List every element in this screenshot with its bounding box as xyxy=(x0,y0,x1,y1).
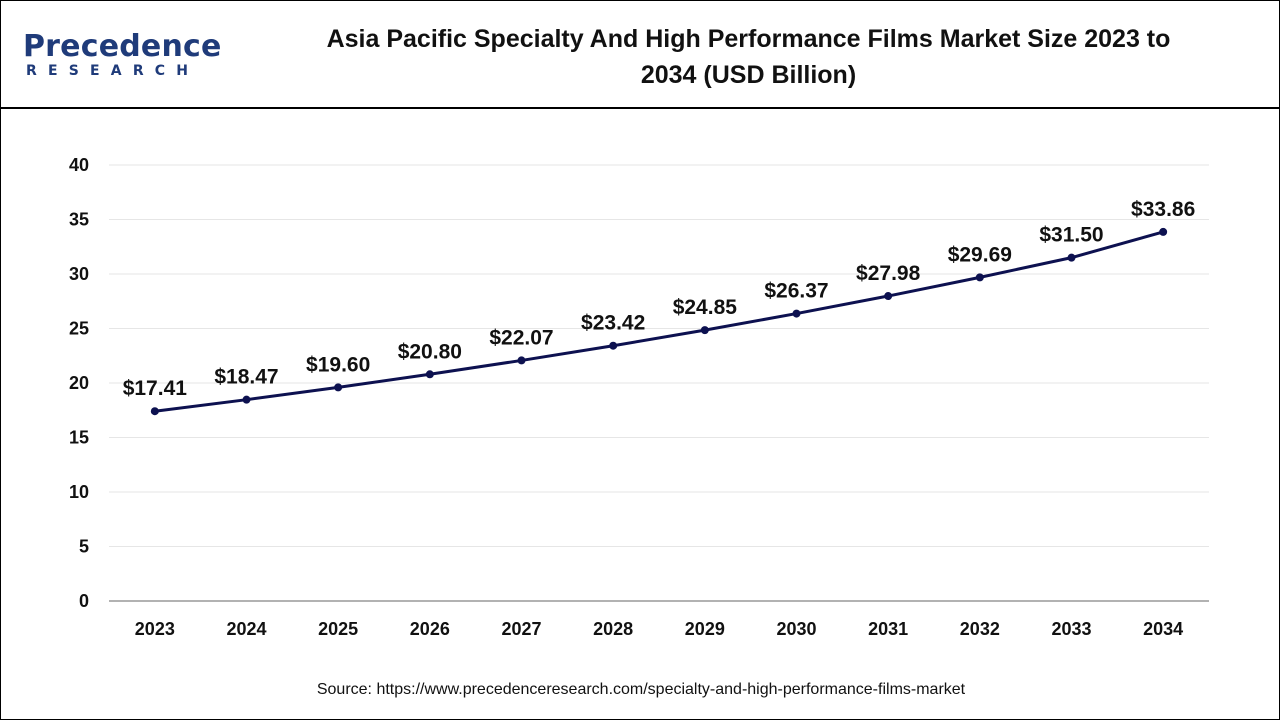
y-tick-label: 0 xyxy=(79,591,89,611)
chart-title: Asia Pacific Specialty And High Performa… xyxy=(326,25,1171,89)
data-label: $18.47 xyxy=(214,366,278,389)
data-point xyxy=(1067,253,1076,262)
header: Precedence RESEARCH Asia Pacific Special… xyxy=(1,1,1279,109)
data-label: $26.37 xyxy=(764,280,828,303)
x-tick-label: 2023 xyxy=(135,619,175,639)
data-label: $29.69 xyxy=(948,243,1012,266)
data-point xyxy=(884,292,893,301)
y-tick-label: 15 xyxy=(69,428,89,448)
data-point xyxy=(334,383,343,392)
data-label: $23.42 xyxy=(581,312,645,335)
x-tick-label: 2026 xyxy=(410,619,450,639)
data-point xyxy=(242,395,251,404)
y-tick-label: 10 xyxy=(69,482,89,502)
logo-sub: RESEARCH xyxy=(26,63,200,79)
x-tick-label: 2027 xyxy=(501,619,541,639)
y-tick-label: 25 xyxy=(69,319,89,339)
data-point xyxy=(1159,227,1168,236)
x-tick-label: 2025 xyxy=(318,619,358,639)
logo-brand: Precedence xyxy=(23,29,222,64)
data-point xyxy=(975,273,984,282)
data-point xyxy=(150,407,159,416)
data-point xyxy=(792,309,801,318)
data-label: $31.50 xyxy=(1039,224,1103,247)
data-label: $33.86 xyxy=(1131,198,1195,221)
source-note: Source: https://www.precedenceresearch.c… xyxy=(316,681,966,698)
x-tick-label: 2030 xyxy=(776,619,816,639)
data-label: $19.60 xyxy=(306,353,370,376)
x-tick-label: 2031 xyxy=(868,619,908,639)
x-tick-label: 2029 xyxy=(685,619,725,639)
y-tick-label: 30 xyxy=(69,264,89,284)
y-tick-label: 40 xyxy=(69,155,89,175)
x-tick-label: 2033 xyxy=(1051,619,1091,639)
data-point xyxy=(609,341,618,350)
x-tick-label: 2024 xyxy=(226,619,266,639)
series-line xyxy=(154,230,1164,413)
data-point xyxy=(425,370,434,379)
data-label: $20.80 xyxy=(398,340,462,363)
data-point xyxy=(700,326,709,335)
y-tick-label: 35 xyxy=(69,210,89,230)
x-tick-label: 2028 xyxy=(593,619,633,639)
x-tick-label: 2034 xyxy=(1143,619,1183,639)
x-tick-label: 2032 xyxy=(960,619,1000,639)
data-point xyxy=(517,356,526,365)
y-tick-label: 20 xyxy=(69,373,89,393)
data-label: $27.98 xyxy=(856,262,921,285)
y-tick-label: 5 xyxy=(79,537,89,557)
data-label: $17.41 xyxy=(123,377,188,400)
data-label: $22.07 xyxy=(489,326,553,349)
data-label: $24.85 xyxy=(673,296,738,319)
logo: Precedence RESEARCH xyxy=(23,29,221,83)
